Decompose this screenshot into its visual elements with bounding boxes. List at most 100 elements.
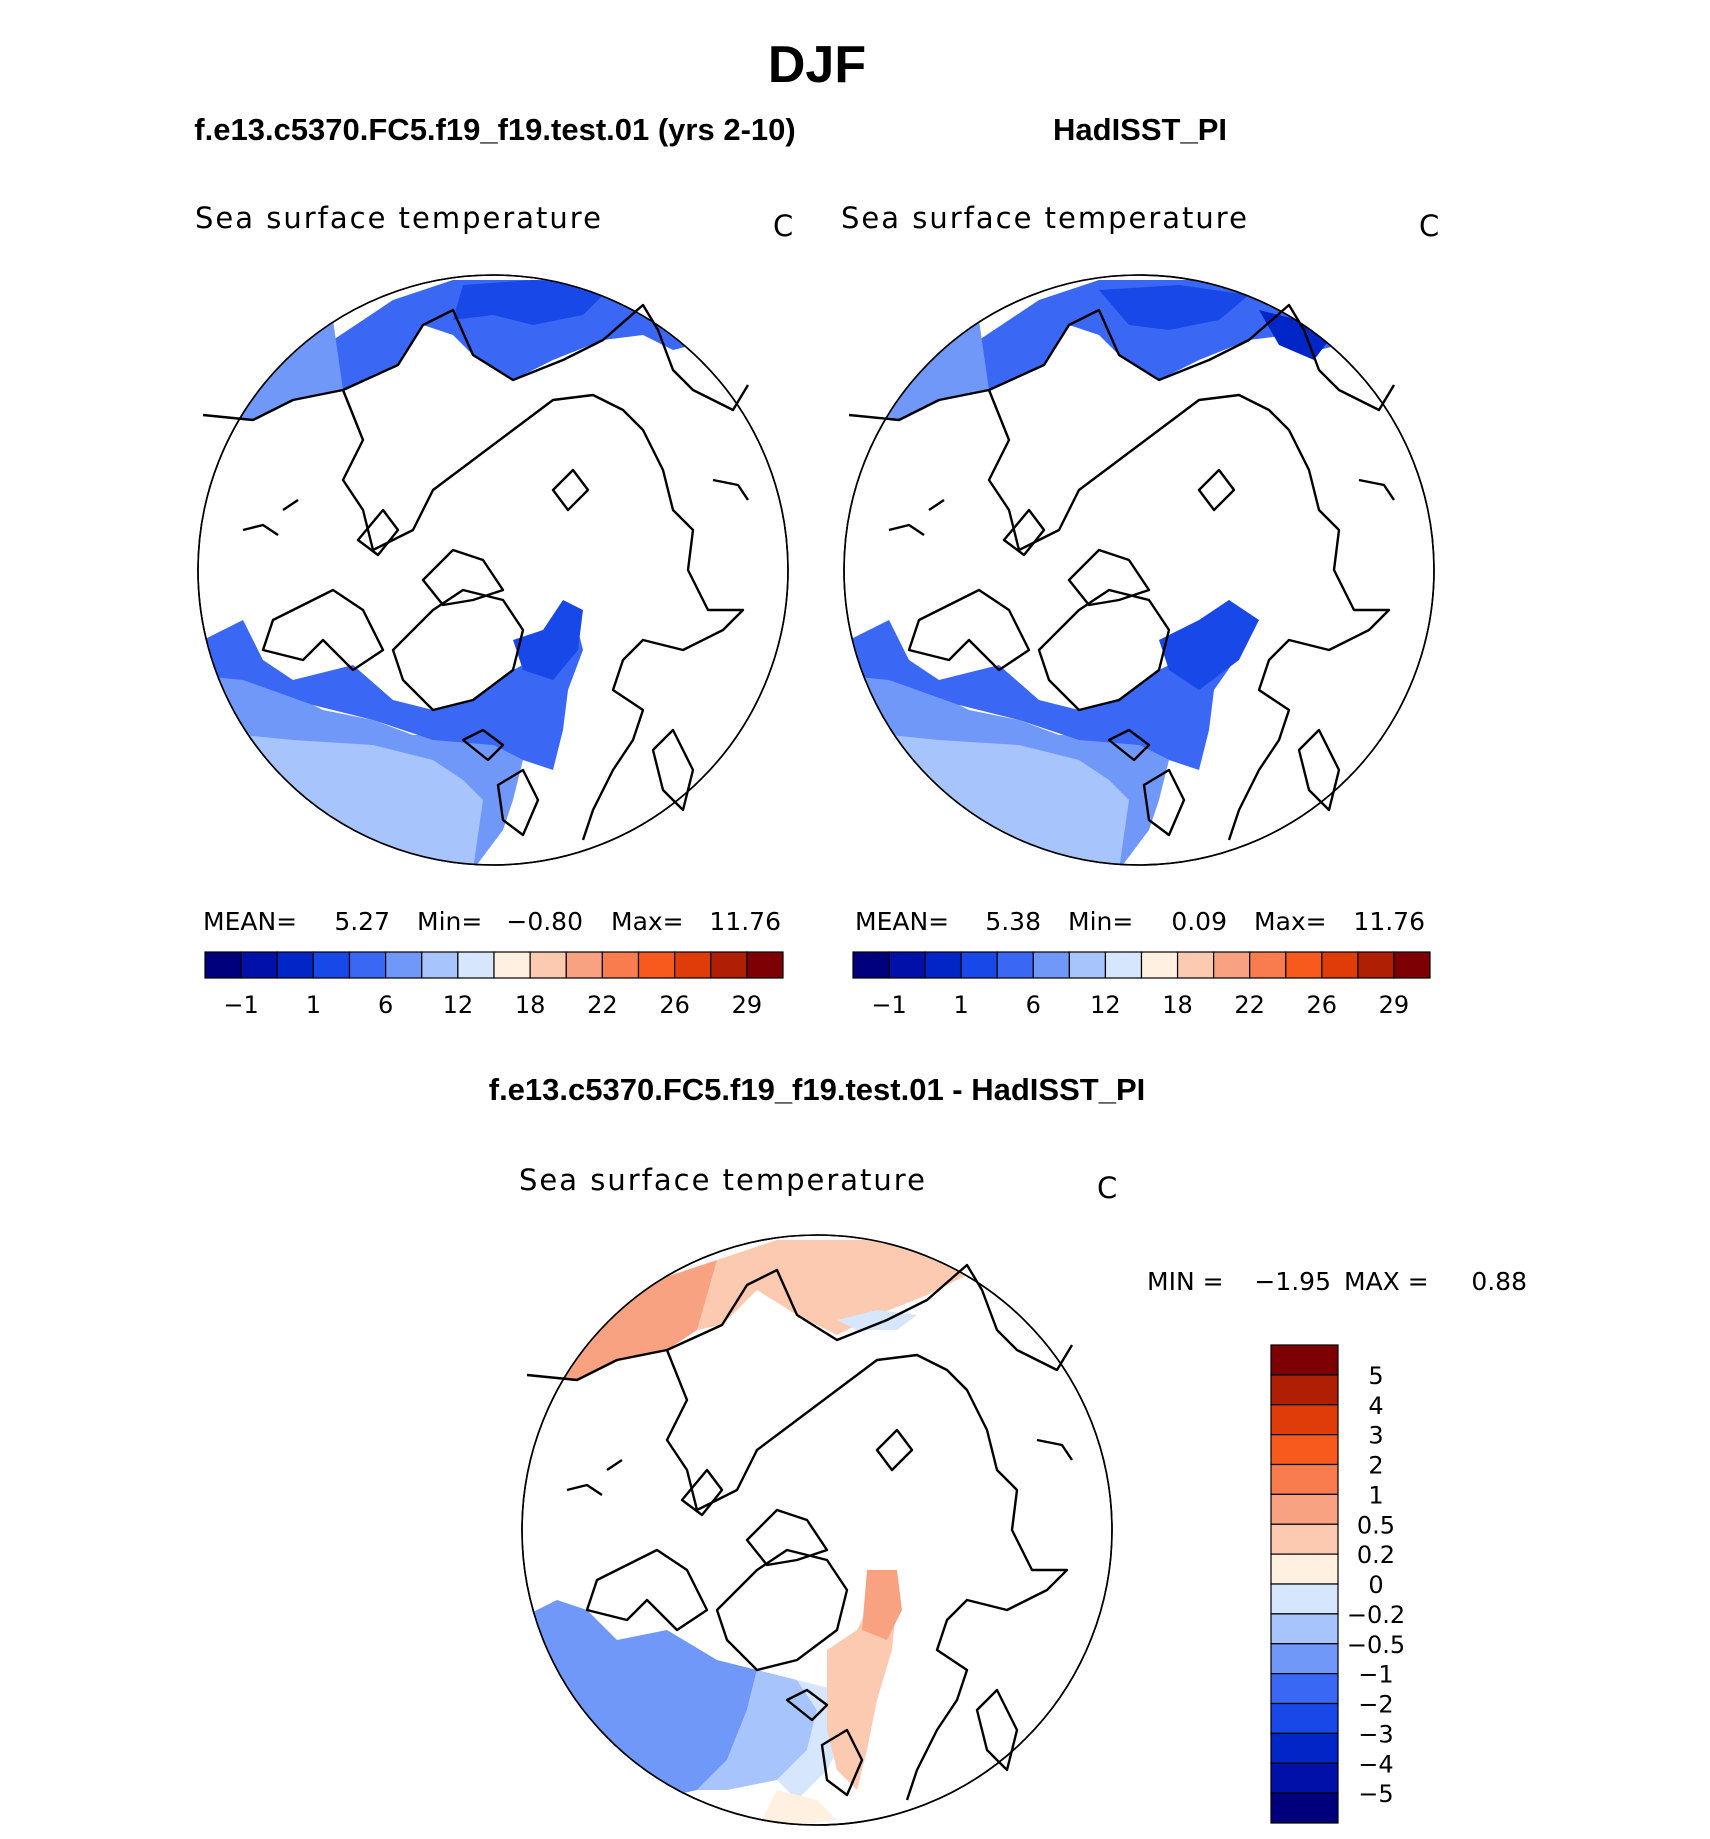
colorbar-tick-label: 6 xyxy=(378,991,393,1019)
sst-field-atlantic-cool xyxy=(844,610,1249,770)
polar-map xyxy=(197,274,789,866)
units-label: C xyxy=(773,209,795,243)
diff-field-norwegian-warm xyxy=(862,1570,902,1640)
min-value: −0.80 xyxy=(506,907,583,936)
colorbar-swatch xyxy=(601,951,640,979)
min-label: Min= xyxy=(1068,907,1133,936)
case-title: f.e13.c5370.FC5.f19_f19.test.01 (yrs 2-1… xyxy=(194,112,795,147)
colorbar-swatch xyxy=(1270,1493,1339,1525)
colorbar-swatch xyxy=(385,951,423,979)
colorbar-swatch xyxy=(1270,1553,1339,1585)
colorbar-tick-label: 1 xyxy=(1368,1481,1383,1509)
colorbar-swatch xyxy=(421,951,459,979)
max-value: 11.76 xyxy=(709,907,781,936)
colorbar-tick-label: 1 xyxy=(306,991,321,1019)
colorbar-tick-label: 0.2 xyxy=(1357,1541,1395,1569)
colorbar-tick-label: 1 xyxy=(954,991,969,1019)
panel-model: f.e13.c5370.FC5.f19_f19.test.01 (yrs 2-1… xyxy=(194,112,795,1019)
colorbar-swatch xyxy=(1213,951,1251,979)
colorbar-swatch xyxy=(674,951,712,979)
colorbar-swatch xyxy=(960,951,998,979)
colorbar-swatch xyxy=(348,951,387,979)
units-label: C xyxy=(1097,1171,1119,1205)
sst-field-pacific xyxy=(939,280,1359,400)
colorbar-tick-label: −4 xyxy=(1358,1750,1393,1778)
colorbar-tick-label: 22 xyxy=(1234,991,1265,1019)
diff-field-south-tip xyxy=(757,1790,837,1825)
colorbar-tick-label: 29 xyxy=(732,991,763,1019)
sst-field-pacific xyxy=(293,280,713,400)
colorbar-swatch xyxy=(746,951,784,979)
min-value: −1.95 xyxy=(1254,1267,1331,1296)
colorbar-tick-label: −1 xyxy=(1358,1661,1393,1689)
colorbar-swatch xyxy=(204,951,242,979)
figure-title: DJF xyxy=(768,36,866,94)
min-label: MIN = xyxy=(1147,1267,1224,1296)
polar-map xyxy=(521,1234,1113,1826)
colorbar-swatch xyxy=(565,951,603,979)
colorbar-swatch xyxy=(1270,1643,1339,1675)
polar-map xyxy=(843,274,1435,866)
colorbar-swatch xyxy=(1270,1673,1339,1705)
colorbar-swatch xyxy=(1270,1374,1339,1406)
colorbar-swatch xyxy=(888,951,926,979)
colorbar-swatch xyxy=(1270,1702,1339,1734)
min-max-line: MIN = −1.95 MAX = 0.88 xyxy=(1147,1267,1527,1296)
colorbar: −1 1 6 12 18 22 26 29 xyxy=(204,951,784,1019)
colorbar-swatch xyxy=(710,951,748,979)
colorbar-tick-label: 26 xyxy=(659,991,690,1019)
variable-label: Sea surface temperature xyxy=(195,201,603,235)
stats-line: MEAN= 5.38 Min= 0.09 Max= 11.76 xyxy=(855,907,1425,936)
variable-label: Sea surface temperature xyxy=(519,1163,927,1197)
colorbar: −1 1 6 12 18 22 26 29 xyxy=(852,951,1431,1019)
diff-field-pacific-light xyxy=(697,1240,967,1335)
colorbar-swatch xyxy=(1270,1404,1339,1436)
colorbar-swatch xyxy=(1176,951,1215,979)
mean-label: MEAN= xyxy=(203,907,297,936)
colorbar-tick-label: 6 xyxy=(1026,991,1041,1019)
colorbar-swatch xyxy=(493,951,531,979)
colorbar-tick-label: 5 xyxy=(1368,1362,1383,1390)
mean-label: MEAN= xyxy=(855,907,949,936)
sst-field-norwegian xyxy=(513,600,583,680)
colorbar-tick-label: 12 xyxy=(443,991,474,1019)
max-value: 11.76 xyxy=(1353,907,1425,936)
max-label: MAX = xyxy=(1344,1267,1429,1296)
colorbar-tick-label: 18 xyxy=(1162,991,1193,1019)
colorbar-swatch xyxy=(1270,1762,1339,1794)
colorbar-swatch xyxy=(1393,951,1431,979)
colorbar-swatch xyxy=(924,951,962,979)
colorbar-swatch xyxy=(276,951,314,979)
colorbar-tick-label: 0.5 xyxy=(1357,1511,1395,1539)
units-label: C xyxy=(1419,209,1441,243)
mean-value: 5.27 xyxy=(334,907,390,936)
colorbar-swatch xyxy=(1321,951,1359,979)
colorbar-tick-label: 0 xyxy=(1368,1571,1383,1599)
case-title: f.e13.c5370.FC5.f19_f19.test.01 - HadISS… xyxy=(489,1072,1146,1107)
colorbar-swatch xyxy=(1068,951,1107,979)
colorbar-swatch xyxy=(1140,951,1179,979)
sst-field-norwegian xyxy=(1159,600,1259,690)
colorbar-swatch xyxy=(1104,951,1143,979)
colorbar-tick-label: 26 xyxy=(1307,991,1338,1019)
diff-field-norwegian-pos xyxy=(827,1590,897,1790)
colorbar-tick-label: 12 xyxy=(1090,991,1121,1019)
colorbar-tick-label: 4 xyxy=(1368,1392,1383,1420)
sst-field-pacific-dark xyxy=(453,280,613,325)
colorbar-tick-label: −0.5 xyxy=(1347,1631,1405,1659)
colorbar-swatch xyxy=(1270,1344,1339,1376)
colorbar-tick-label: 22 xyxy=(587,991,618,1019)
sst-field-pacific-dark xyxy=(1099,285,1249,330)
colorbar-swatch xyxy=(1270,1613,1339,1645)
colorbar-tick-label: −2 xyxy=(1358,1691,1393,1719)
colorbar-swatch xyxy=(996,951,1034,979)
colorbar-swatch xyxy=(529,951,567,979)
max-label: Max= xyxy=(1254,907,1327,936)
colorbar-swatch xyxy=(1270,1463,1339,1495)
colorbar-swatch xyxy=(1270,1732,1339,1764)
colorbar-swatch xyxy=(1270,1792,1339,1824)
colorbar-swatch xyxy=(1270,1523,1339,1555)
case-title: HadISST_PI xyxy=(1053,112,1227,147)
colorbar-swatch xyxy=(1270,1434,1339,1466)
